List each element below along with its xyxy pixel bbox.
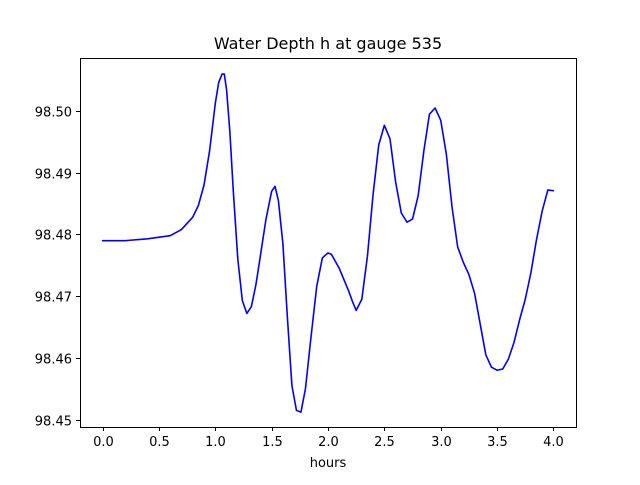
x-axis-title: hours: [310, 456, 347, 471]
chart-title: Water Depth h at gauge 535: [214, 34, 442, 53]
y-tick-label: 98.49: [35, 168, 72, 183]
y-tick-label: 98.48: [35, 229, 72, 244]
y-tick-label: 98.46: [35, 353, 72, 368]
x-tick-label: 1.5: [262, 435, 283, 450]
x-tick-label: 0.0: [93, 435, 114, 450]
x-tick-label: 3.5: [487, 435, 508, 450]
y-tick-label: 98.45: [35, 415, 72, 430]
x-tick-label: 3.0: [431, 435, 452, 450]
x-tick-label: 2.0: [318, 435, 339, 450]
series-line-0: [101, 73, 555, 413]
x-tick-label: 4.0: [543, 435, 564, 450]
x-tick-label: 1.0: [205, 435, 226, 450]
plot-frame: [80, 58, 577, 428]
plot-area: [101, 73, 555, 413]
y-tick-label: 98.47: [35, 291, 72, 306]
y-axis: 98.45 98.46 98.47 98.48 98.49 98.50: [35, 106, 80, 430]
x-tick-label: 0.5: [149, 435, 170, 450]
y-tick-label: 98.50: [35, 106, 72, 121]
x-axis: 0.0 0.5 1.0 1.5 2.0 2.5 3.0 3.5 4.0: [93, 427, 564, 450]
x-tick-label: 2.5: [374, 435, 395, 450]
